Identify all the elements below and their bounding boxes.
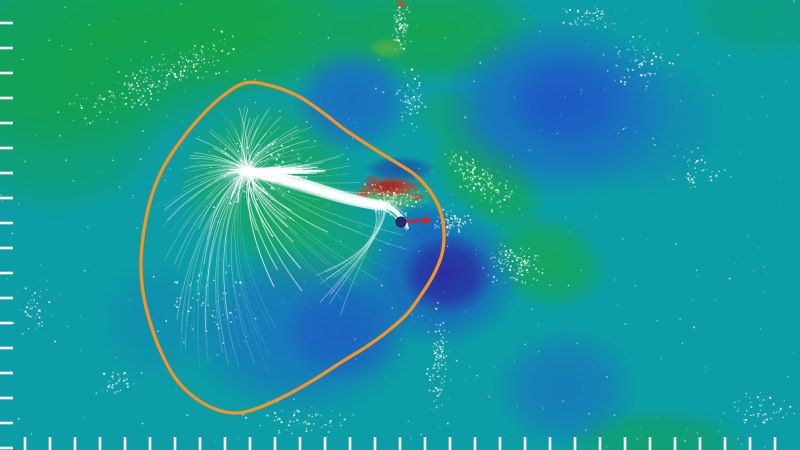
bottom-tick	[198, 437, 202, 450]
bottom-tick	[23, 437, 27, 450]
bottom-tick	[398, 437, 402, 450]
left-tick	[0, 396, 13, 400]
bottom-tick	[598, 437, 602, 450]
bottom-tick	[498, 437, 502, 450]
bottom-tick	[148, 437, 152, 450]
bottom-tick	[548, 437, 552, 450]
left-tick	[0, 271, 13, 275]
left-tick	[0, 246, 13, 250]
left-tick	[0, 346, 13, 350]
bottom-tick	[448, 437, 452, 450]
left-tick	[0, 321, 13, 325]
velocity-arrow-shaft	[405, 219, 425, 223]
left-tick	[0, 296, 13, 300]
bottom-tick	[648, 437, 652, 450]
left-tick	[0, 221, 13, 225]
bottom-tick	[373, 437, 377, 450]
bottom-tick	[273, 437, 277, 450]
bottom-tick	[698, 437, 702, 450]
supercluster-contour	[139, 80, 446, 415]
bottom-tick	[748, 437, 752, 450]
left-tick	[0, 21, 13, 25]
bottom-tick	[473, 437, 477, 450]
origin-marker-group	[395, 216, 432, 228]
bottom-tick	[48, 437, 52, 450]
bottom-tick	[73, 437, 77, 450]
left-tick	[0, 46, 13, 50]
bottom-tick	[348, 437, 352, 450]
bottom-tick	[298, 437, 302, 450]
left-tick	[0, 146, 13, 150]
bottom-tick	[98, 437, 102, 450]
bottom-tick	[573, 437, 577, 450]
left-tick	[0, 371, 13, 375]
left-tick	[0, 196, 13, 200]
left-tick	[0, 121, 13, 125]
boundary-contour-line	[139, 80, 446, 415]
streamlines	[161, 105, 410, 375]
left-tick	[0, 446, 13, 450]
bottom-tick	[773, 437, 777, 450]
bottom-tick	[173, 437, 177, 450]
left-tick	[0, 421, 13, 425]
bottom-tick	[123, 437, 127, 450]
bottom-tick	[723, 437, 727, 450]
bottom-tick	[423, 437, 427, 450]
axis-ticks-bottom	[23, 437, 777, 450]
velocity-arrowhead-icon	[423, 216, 432, 225]
bottom-tick	[673, 437, 677, 450]
axis-ticks-left	[0, 21, 13, 450]
bottom-tick	[248, 437, 252, 450]
bottom-tick	[623, 437, 627, 450]
origin-marker-dot	[395, 216, 407, 228]
bottom-tick	[323, 437, 327, 450]
left-tick	[0, 171, 13, 175]
bottom-tick	[223, 437, 227, 450]
bottom-tick	[523, 437, 527, 450]
left-tick	[0, 71, 13, 75]
left-tick	[0, 96, 13, 100]
